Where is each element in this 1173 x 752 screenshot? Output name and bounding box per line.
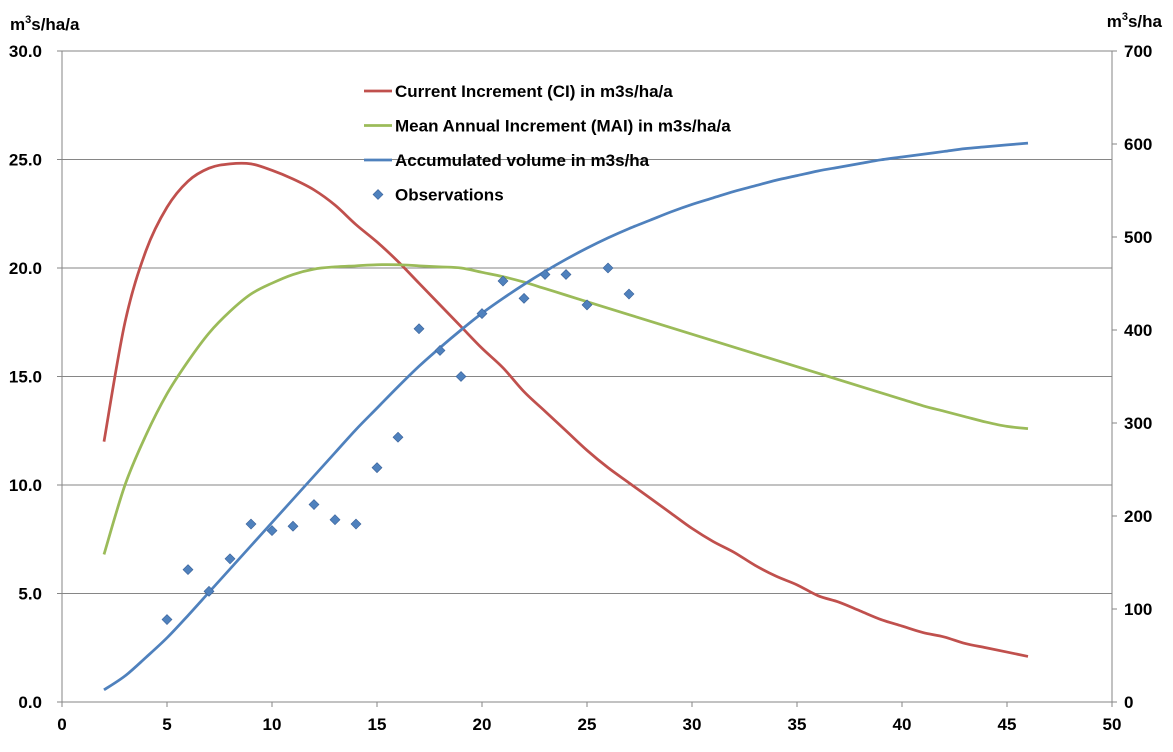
observation-point: [434, 345, 446, 356]
observation-point: [371, 462, 383, 474]
observation-point: [287, 520, 299, 532]
left-axis-unit: m3s/ha/a: [10, 14, 80, 34]
x-tick-label: 40: [893, 715, 912, 734]
observation-point: [161, 614, 173, 625]
legend-label: Accumulated volume in m3s/ha: [395, 151, 650, 170]
series-layer: [102, 141, 1029, 692]
observation-point: [560, 269, 572, 280]
series-observations: [161, 262, 635, 625]
left-y-tick-label: 30.0: [9, 42, 42, 61]
observation-point: [497, 275, 509, 287]
right-y-axis-ticks: 0 100 200 300 400 500 600 700: [1112, 42, 1152, 712]
x-tick-label: 20: [473, 715, 492, 734]
observation-point: [203, 585, 215, 597]
right-y-tick-label: 200: [1124, 507, 1152, 526]
x-tick-label: 0: [57, 715, 66, 734]
x-tick-label: 15: [368, 715, 387, 734]
observation-point: [392, 431, 404, 443]
observation-point: [623, 288, 635, 300]
observation-point: [329, 514, 341, 526]
legend-marker: [372, 189, 384, 200]
observation-point: [224, 553, 236, 565]
x-tick-label: 10: [263, 715, 282, 734]
x-tick-label: 50: [1103, 715, 1122, 734]
x-tick-label: 25: [578, 715, 597, 734]
right-axis-unit: m3s/ha: [1107, 11, 1163, 31]
legend-label: Mean Annual Increment (MAI) in m3s/ha/a: [395, 117, 731, 136]
observation-point: [539, 269, 551, 280]
observation-point: [581, 299, 593, 311]
series-accumulated-volume-line: [103, 141, 1029, 692]
legend: Current Increment (CI) in m3s/ha/a Mean A…: [364, 82, 731, 205]
observation-point: [350, 518, 362, 530]
x-tick-label: 5: [162, 715, 171, 734]
right-y-tick-label: 100: [1124, 600, 1152, 619]
legend-label: Observations: [395, 186, 504, 205]
right-y-tick-label: 0: [1124, 693, 1133, 712]
right-y-tick-label: 400: [1124, 321, 1152, 340]
x-tick-label: 45: [998, 715, 1017, 734]
left-y-tick-label: 5.0: [18, 585, 42, 604]
observation-point: [245, 518, 257, 530]
series-current-increment-line: [102, 161, 1029, 658]
observation-point: [602, 262, 614, 274]
observation-point: [476, 308, 488, 319]
x-tick-label: 30: [683, 715, 702, 734]
observation-point: [455, 371, 467, 382]
observation-point: [266, 525, 278, 536]
observation-point: [182, 564, 194, 576]
x-tick-label: 35: [788, 715, 807, 734]
x-axis-ticks: 0 5 10 15 20 25 30 35 40 45 50: [57, 702, 1121, 734]
left-y-tick-label: 15.0: [9, 368, 42, 387]
left-y-axis-ticks: 0.0 5.0 10.0 15.0 20.0 25.0 30.0: [9, 42, 62, 712]
left-y-tick-label: 25.0: [9, 151, 42, 170]
observation-point: [413, 323, 425, 335]
observation-point: [518, 292, 530, 304]
left-y-tick-label: 0.0: [18, 693, 42, 712]
series-mean-annual-increment-line: [102, 263, 1029, 555]
left-y-tick-label: 10.0: [9, 476, 42, 495]
right-y-tick-label: 700: [1124, 42, 1152, 61]
right-y-tick-label: 600: [1124, 135, 1152, 154]
right-y-tick-label: 500: [1124, 228, 1152, 247]
observation-point: [308, 499, 320, 510]
right-y-tick-label: 300: [1124, 414, 1152, 433]
left-y-tick-label: 20.0: [9, 259, 42, 278]
legend-label: Current Increment (CI) in m3s/ha/a: [395, 82, 673, 101]
